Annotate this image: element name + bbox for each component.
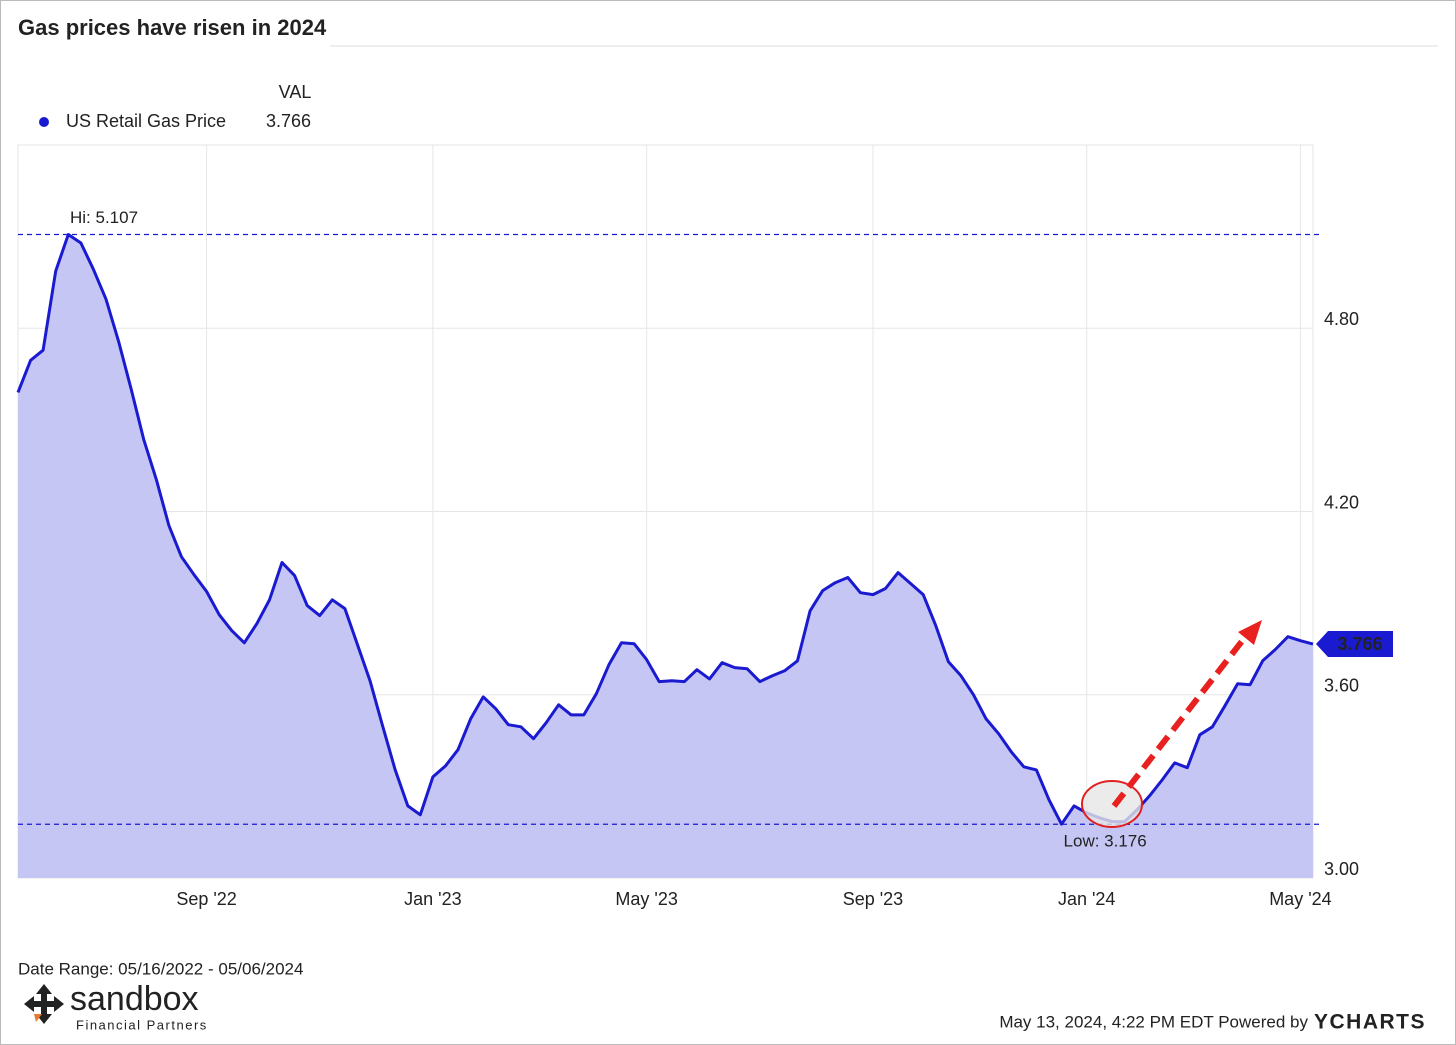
value-badge <box>1316 631 1393 658</box>
chart-title: Gas prices have risen in 2024 <box>18 15 327 40</box>
x-tick-label: Jan '23 <box>404 889 461 909</box>
y-tick-label: 3.60 <box>1324 676 1359 696</box>
legend-header: VAL <box>279 82 312 102</box>
legend-label: US Retail Gas Price <box>66 111 226 131</box>
x-tick-label: May '24 <box>1269 889 1331 909</box>
x-tick-label: Jan '24 <box>1058 889 1115 909</box>
legend-marker <box>39 117 49 127</box>
value-label: 3.766 <box>1337 634 1382 654</box>
y-tick-label: 4.20 <box>1324 492 1359 512</box>
trend-arrow <box>1111 634 1249 808</box>
logo-sub: Financial Partners <box>76 1017 208 1032</box>
annotation-arrow <box>1081 620 1262 828</box>
x-tick-label: May '23 <box>615 889 677 909</box>
arrow-head <box>1238 620 1262 645</box>
y-tick-label: 3.00 <box>1324 859 1359 879</box>
low-label: Low: 3.176 <box>1064 832 1147 851</box>
logo-name: sandbox <box>70 980 199 1018</box>
hi-label: Hi: 5.107 <box>70 208 138 227</box>
legend-value: 3.766 <box>266 111 311 131</box>
y-tick-label: 4.80 <box>1324 309 1359 329</box>
x-tick-label: Sep '23 <box>843 889 904 909</box>
brand: YCHARTS <box>1314 1011 1426 1034</box>
x-tick-label: Sep '22 <box>176 889 237 909</box>
area <box>18 234 1313 878</box>
plot: 3.00 3.60 4.20 4.80 Sep '22 Jan '23 May '23 Sep… <box>16 145 1393 909</box>
logo <box>24 984 64 1024</box>
timestamp: May 13, 2024, 4:22 PM EDT Powered by <box>999 1012 1308 1031</box>
date-range: Date Range: 05/16/2022 - 05/06/2024 <box>18 959 303 978</box>
